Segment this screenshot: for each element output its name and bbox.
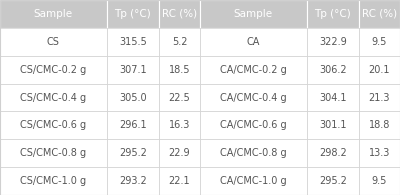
Text: 13.3: 13.3 [369, 148, 390, 158]
Text: CA/CMC-0.4 g: CA/CMC-0.4 g [220, 92, 287, 103]
Bar [159, 139, 200, 167]
Text: Tp (°C): Tp (°C) [314, 9, 351, 19]
Text: 306.2: 306.2 [319, 65, 347, 75]
Bar [307, 84, 359, 111]
Text: 296.1: 296.1 [119, 120, 147, 130]
Bar [159, 56, 200, 84]
Bar [200, 0, 307, 28]
Bar [107, 28, 159, 56]
Text: CS/CMC-0.4 g: CS/CMC-0.4 g [20, 92, 86, 103]
Text: 18.8: 18.8 [369, 120, 390, 130]
Bar [107, 139, 159, 167]
Text: CA: CA [247, 37, 260, 47]
Text: Sample: Sample [234, 9, 273, 19]
Bar [159, 111, 200, 139]
Text: 22.5: 22.5 [168, 92, 190, 103]
Text: 307.1: 307.1 [119, 65, 147, 75]
Text: CS: CS [47, 37, 60, 47]
Text: 298.2: 298.2 [319, 148, 347, 158]
Bar [307, 111, 359, 139]
Text: 5.2: 5.2 [172, 37, 187, 47]
Bar [200, 139, 307, 167]
Bar [0, 167, 107, 195]
Bar [359, 56, 400, 84]
Text: Sample: Sample [34, 9, 73, 19]
Text: 9.5: 9.5 [372, 176, 387, 186]
Text: 16.3: 16.3 [169, 120, 190, 130]
Text: RC (%): RC (%) [362, 9, 397, 19]
Text: 295.2: 295.2 [319, 176, 347, 186]
Text: 18.5: 18.5 [169, 65, 190, 75]
Bar [307, 0, 359, 28]
Bar [359, 28, 400, 56]
Text: 322.9: 322.9 [319, 37, 347, 47]
Text: 22.1: 22.1 [169, 176, 190, 186]
Bar [200, 84, 307, 111]
Text: 305.0: 305.0 [119, 92, 147, 103]
Text: CA/CMC-0.8 g: CA/CMC-0.8 g [220, 148, 287, 158]
Bar [159, 84, 200, 111]
Bar [0, 56, 107, 84]
Text: 22.9: 22.9 [169, 148, 190, 158]
Text: 9.5: 9.5 [372, 37, 387, 47]
Text: CS/CMC-0.6 g: CS/CMC-0.6 g [20, 120, 86, 130]
Bar [107, 84, 159, 111]
Bar [200, 167, 307, 195]
Text: CA/CMC-0.6 g: CA/CMC-0.6 g [220, 120, 287, 130]
Bar [307, 167, 359, 195]
Bar [0, 28, 107, 56]
Bar [200, 111, 307, 139]
Bar [307, 139, 359, 167]
Text: Tp (°C): Tp (°C) [114, 9, 151, 19]
Bar [107, 167, 159, 195]
Bar [0, 0, 107, 28]
Bar [307, 28, 359, 56]
Bar [359, 111, 400, 139]
Text: CA/CMC-1.0 g: CA/CMC-1.0 g [220, 176, 287, 186]
Bar [200, 56, 307, 84]
Bar [200, 28, 307, 56]
Text: CS/CMC-0.8 g: CS/CMC-0.8 g [20, 148, 86, 158]
Bar [107, 111, 159, 139]
Bar [359, 84, 400, 111]
Text: CA/CMC-0.2 g: CA/CMC-0.2 g [220, 65, 287, 75]
Bar [359, 0, 400, 28]
Text: 304.1: 304.1 [319, 92, 347, 103]
Bar [0, 84, 107, 111]
Text: 20.1: 20.1 [369, 65, 390, 75]
Bar [107, 56, 159, 84]
Bar [359, 167, 400, 195]
Text: CS/CMC-0.2 g: CS/CMC-0.2 g [20, 65, 86, 75]
Text: CS/CMC-1.0 g: CS/CMC-1.0 g [20, 176, 86, 186]
Text: 295.2: 295.2 [119, 148, 147, 158]
Bar [0, 111, 107, 139]
Text: RC (%): RC (%) [162, 9, 197, 19]
Bar [307, 56, 359, 84]
Text: 293.2: 293.2 [119, 176, 147, 186]
Bar [107, 0, 159, 28]
Text: 21.3: 21.3 [369, 92, 390, 103]
Bar [159, 0, 200, 28]
Bar [0, 139, 107, 167]
Bar [159, 167, 200, 195]
Text: 301.1: 301.1 [319, 120, 347, 130]
Bar [159, 28, 200, 56]
Bar [359, 139, 400, 167]
Text: 315.5: 315.5 [119, 37, 147, 47]
